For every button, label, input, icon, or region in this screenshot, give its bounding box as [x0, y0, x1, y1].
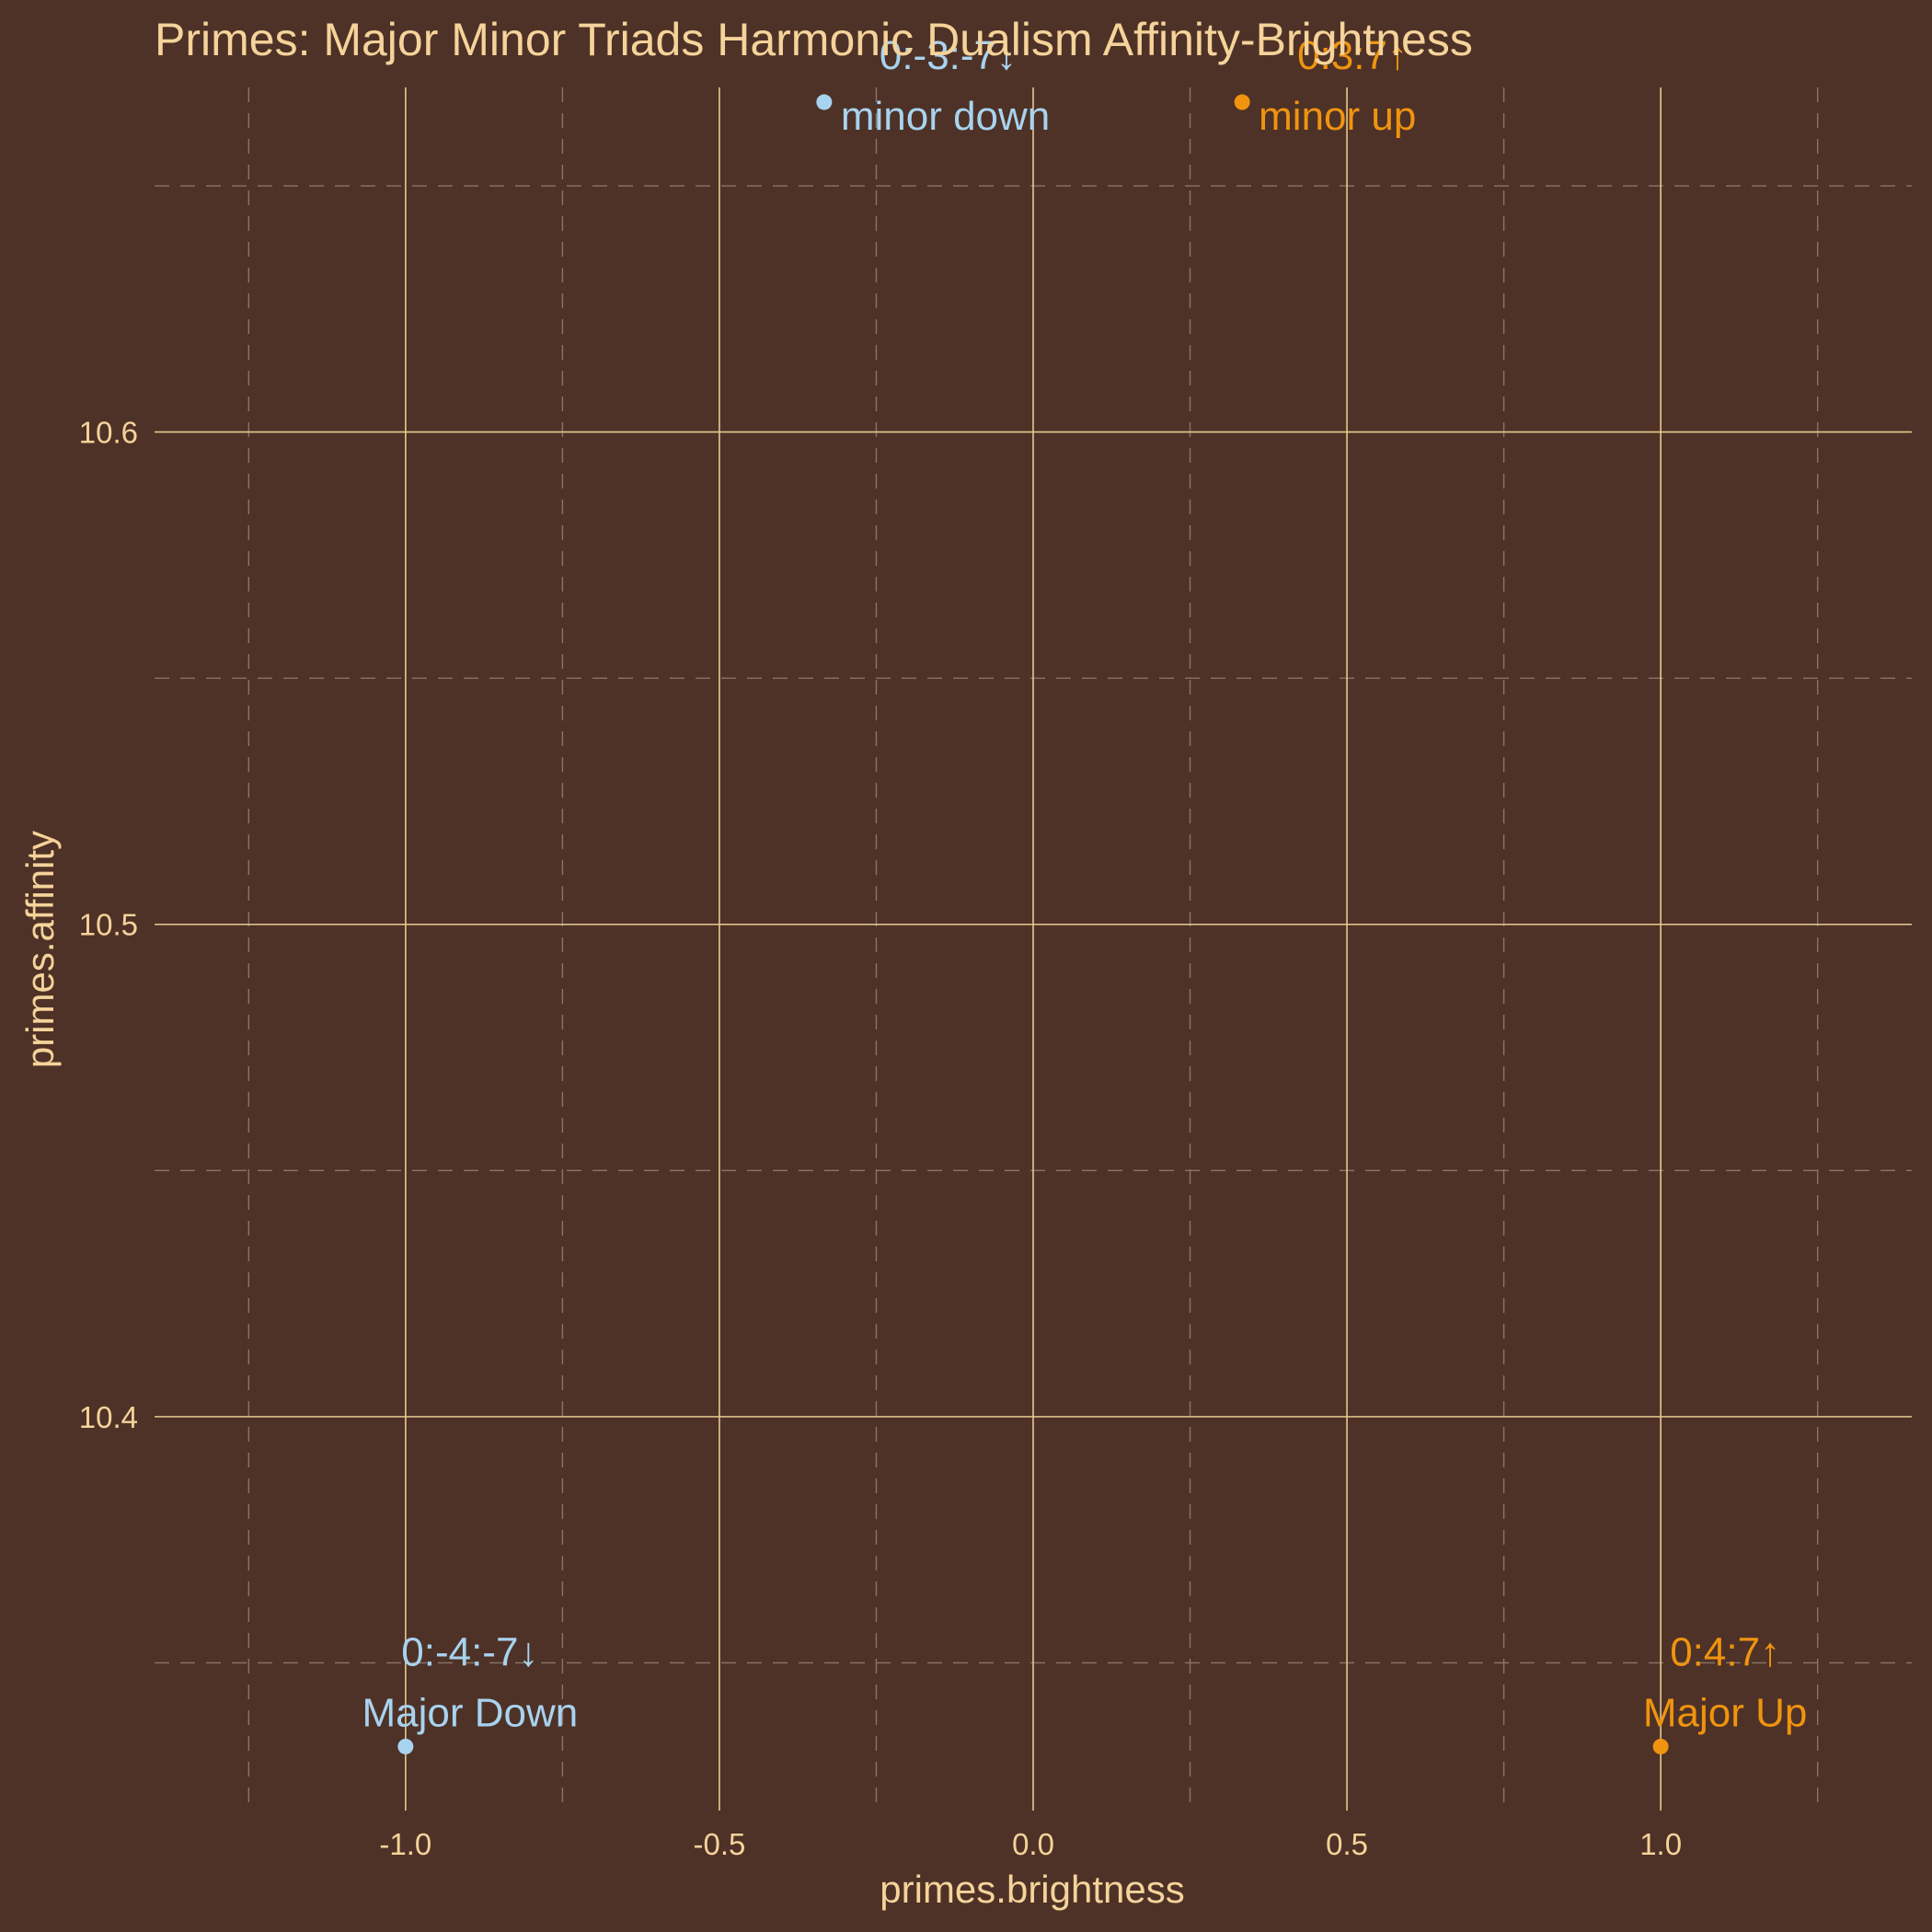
point-code-label: 0:-3:-7↓ — [880, 33, 1017, 78]
point-code-label: 0:-4:-7↓ — [401, 1629, 538, 1674]
data-point — [397, 1738, 414, 1754]
x-tick-label: 0.0 — [1012, 1827, 1054, 1861]
data-points: 0:-4:-7↓ Major Down 0:-3:-7↓ minor down 0:3:… — [362, 33, 1807, 1754]
x-tick-label: -1.0 — [379, 1827, 431, 1861]
x-tick-label: 0.5 — [1326, 1827, 1368, 1861]
data-point — [1652, 1738, 1669, 1754]
data-point — [1234, 94, 1250, 110]
x-tick-label: 1.0 — [1639, 1827, 1682, 1861]
data-point — [816, 94, 833, 110]
axis-ticks: -1.0 -0.5 0.0 0.5 1.0 10.4 10.5 10.6 — [79, 416, 1682, 1861]
x-tick-label: -0.5 — [693, 1827, 745, 1861]
y-tick-label: 10.6 — [79, 416, 138, 450]
x-axis-title: primes.brightness — [880, 1868, 1184, 1911]
point-name-label: minor up — [1259, 94, 1416, 139]
data-point-group: 0:4:7↑ Major Up — [1643, 1629, 1808, 1754]
point-name-label: Major Up — [1643, 1690, 1808, 1735]
y-tick-label: 10.5 — [79, 908, 138, 942]
data-point-group: 0:3:7↑ minor up — [1234, 33, 1416, 139]
data-point-group: 0:-3:-7↓ minor down — [816, 33, 1050, 139]
point-code-label: 0:4:7↑ — [1670, 1629, 1780, 1674]
chart-title: Primes: Major Minor Triads Harmonic Dual… — [155, 14, 1473, 65]
point-code-label: 0:3:7↑ — [1297, 33, 1408, 78]
y-axis-title: primes.affinity — [18, 831, 62, 1068]
point-name-label: Major Down — [362, 1690, 578, 1735]
y-tick-label: 10.4 — [79, 1400, 138, 1434]
point-name-label: minor down — [841, 94, 1050, 139]
data-point-group: 0:-4:-7↓ Major Down — [362, 1629, 578, 1754]
grid — [155, 87, 1912, 1811]
